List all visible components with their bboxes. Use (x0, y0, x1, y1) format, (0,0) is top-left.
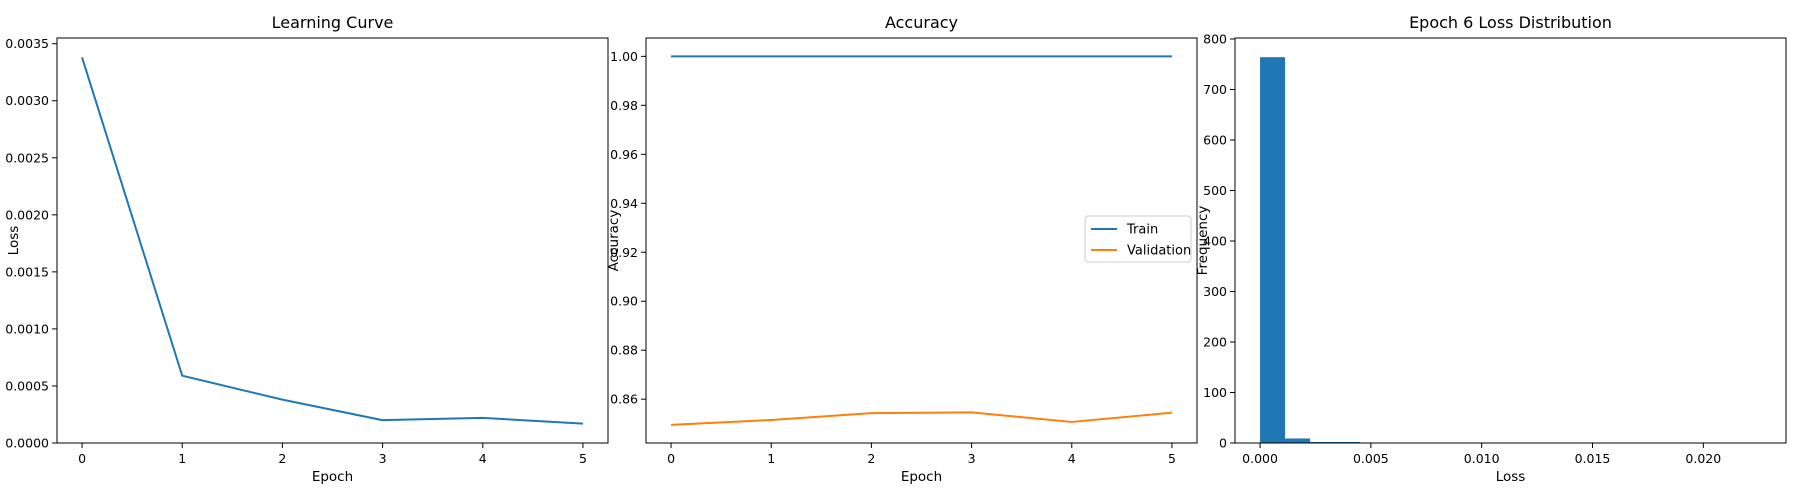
y-tick-label: 600 (1203, 133, 1227, 148)
chart-panel-2: 0 1 2 3 4 5 0.86 0.88 0.90 0.92 0.94 0.96 0.98 1.00 Ac… (606, 13, 1198, 485)
chart-title: Accuracy (885, 13, 958, 32)
x-tick-label: 3 (379, 451, 387, 466)
chart-panel-1: 0 1 2 3 4 5 0.0000 0.0005 0.0010 0.0015 0.0020 0.00… (5, 13, 609, 485)
y-tick-label: 0 (1219, 436, 1227, 451)
legend-entry: Train (1126, 223, 1158, 238)
x-axis-label: Loss (1496, 469, 1526, 485)
x-tick-label: 3 (968, 451, 976, 466)
y-tick-label: 0.0020 (5, 207, 49, 222)
y-tick-label: 300 (1203, 284, 1227, 299)
x-axis-label: Epoch (901, 469, 942, 485)
y-tick-label: 0.0015 (5, 264, 49, 279)
chart-title: Epoch 6 Loss Distribution (1409, 13, 1612, 32)
series-line-validation (671, 411, 1173, 426)
y-tick-label: 0.98 (610, 98, 638, 113)
histogram-bar (1285, 438, 1311, 443)
x-tick-label: 4 (479, 451, 487, 466)
x-tick-label: 4 (1068, 451, 1076, 466)
y-tick-label: 0.96 (610, 147, 638, 162)
x-tick-label: 1 (178, 451, 186, 466)
x-tick-label: 0.005 (1353, 451, 1389, 466)
legend: Train Validation (1084, 215, 1192, 263)
y-tick-label: 0.0010 (5, 321, 49, 336)
y-tick-label: 100 (1203, 385, 1227, 400)
y-tick-label: 0.0000 (5, 436, 49, 451)
series-line-loss (81, 57, 584, 425)
x-tick-label: 5 (1168, 451, 1176, 466)
y-tick-label: 0.94 (610, 196, 638, 211)
y-tick-label: 0.86 (610, 392, 638, 407)
x-tick-label: 0 (78, 451, 86, 466)
x-tick-label: 0.000 (1242, 451, 1278, 466)
y-tick-label: 0.90 (610, 294, 638, 309)
y-tick-label: 400 (1203, 234, 1227, 249)
chart-title: Learning Curve (272, 13, 394, 32)
x-tick-label: 2 (867, 451, 875, 466)
y-tick-label: 0.0030 (5, 93, 49, 108)
legend-entry: Validation (1127, 244, 1191, 259)
y-tick-label: 800 (1203, 32, 1227, 47)
y-axis-label: Loss (6, 226, 22, 256)
y-tick-label: 200 (1203, 335, 1227, 350)
y-tick-label: 0.0025 (5, 150, 49, 165)
y-tick-label: 0.88 (610, 343, 638, 358)
plot-frame (56, 37, 609, 444)
x-tick-label: 0.010 (1464, 451, 1500, 466)
y-tick-label: 0.0005 (5, 378, 49, 393)
x-tick-label: 0.015 (1575, 451, 1611, 466)
y-tick-label: 500 (1203, 183, 1227, 198)
y-tick-label: 0.0035 (5, 36, 49, 51)
plot-frame (645, 37, 1198, 444)
x-axis-label: Epoch (312, 469, 353, 485)
y-tick-label: 700 (1203, 82, 1227, 97)
histogram-bar (1260, 57, 1286, 443)
plot-frame (1234, 37, 1787, 444)
y-tick-label: 0.92 (610, 245, 638, 260)
x-tick-label: 0 (667, 451, 675, 466)
x-tick-label: 5 (579, 451, 587, 466)
x-tick-label: 0.020 (1685, 451, 1721, 466)
chart-panel-3: 0.000 0.005 0.010 0.015 0.020 0 100 200 300 400 50… (1195, 13, 1787, 485)
histogram-bar (1310, 441, 1336, 443)
histogram-bar (1335, 441, 1361, 443)
x-tick-label: 1 (767, 451, 775, 466)
y-tick-label: 1.00 (610, 49, 638, 64)
y-axis-label: Accuracy (606, 210, 622, 272)
y-axis-label: Frequency (1195, 206, 1211, 276)
x-tick-label: 2 (278, 451, 286, 466)
